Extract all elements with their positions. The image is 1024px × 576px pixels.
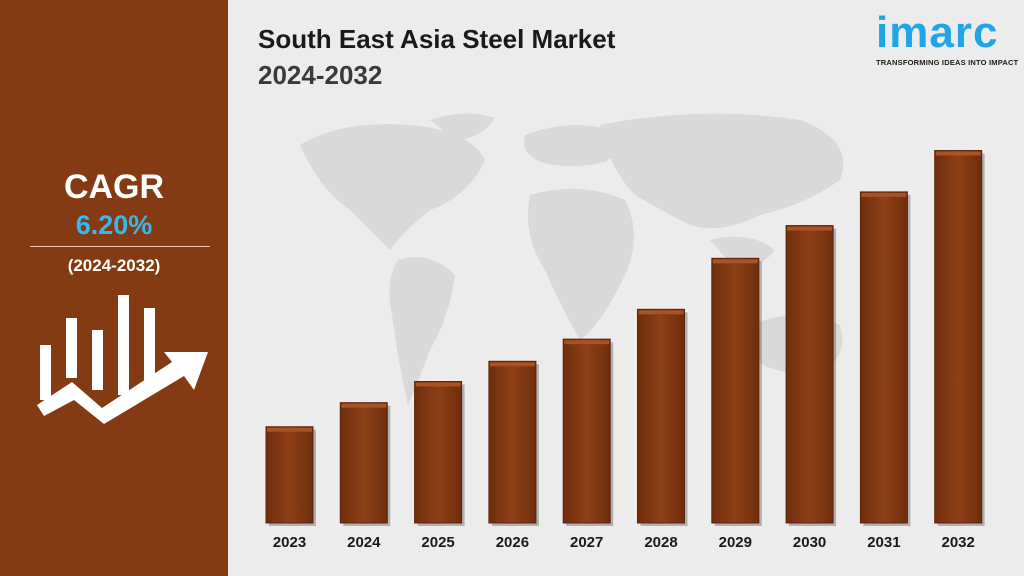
bar-top-2025	[415, 382, 461, 387]
bar-2028	[637, 308, 685, 524]
x-tick-label-2025: 2025	[421, 534, 454, 551]
bar-top-2031	[861, 192, 907, 197]
x-tick-label-2024: 2024	[347, 534, 381, 551]
cagr-period: (2024-2032)	[67, 256, 161, 275]
x-tick-label-2030: 2030	[793, 534, 826, 551]
x-tick-label-2028: 2028	[644, 534, 677, 551]
bar-2026	[488, 360, 537, 524]
cagr-divider	[30, 246, 210, 247]
chart-subtitle: 2024-2032	[258, 60, 383, 90]
bar-2030	[785, 225, 834, 524]
bar-chart: 2023 2024 2025 2026 2027 2028 2029 2030 2031 2032	[265, 150, 985, 551]
bar-2025	[414, 381, 463, 524]
bar-2024	[339, 402, 388, 524]
bar-top-2032	[935, 151, 981, 156]
bar-top-2026	[489, 362, 535, 367]
bar-2023	[265, 426, 314, 524]
logo-tagline: TRANSFORMING IDEAS INTO IMPACT	[876, 58, 1019, 67]
sidebar: CAGR 6.20% (2024-2032)	[0, 0, 228, 576]
x-tick-label-2031: 2031	[867, 534, 900, 551]
bar-2027	[562, 338, 611, 524]
x-tick-label-2032: 2032	[942, 534, 975, 551]
bar-2029	[711, 257, 760, 524]
logo-text: imarc	[876, 8, 999, 57]
world-map-background	[300, 113, 844, 405]
bar-top-2023	[267, 427, 312, 432]
bar-top-2028	[638, 310, 684, 315]
imarc-logo: imarc TRANSFORMING IDEAS INTO IMPACT	[868, 8, 1018, 70]
bar-top-2027	[564, 340, 610, 345]
bar-top-2029	[712, 259, 758, 264]
cagr-value: 6.20%	[75, 210, 153, 240]
bar-2031	[859, 191, 908, 524]
growth-chart-arrow-icon	[37, 295, 208, 424]
bar-top-2030	[787, 226, 833, 231]
x-tick-label-2027: 2027	[570, 534, 603, 551]
bar-top-2024	[341, 403, 387, 408]
bar-2032	[934, 150, 983, 524]
chart-title: South East Asia Steel Market	[258, 24, 616, 54]
x-tick-label-2026: 2026	[496, 534, 529, 551]
cagr-label: CAGR	[63, 168, 165, 206]
x-tick-label-2023: 2023	[273, 534, 306, 551]
x-tick-label-2029: 2029	[719, 534, 752, 551]
